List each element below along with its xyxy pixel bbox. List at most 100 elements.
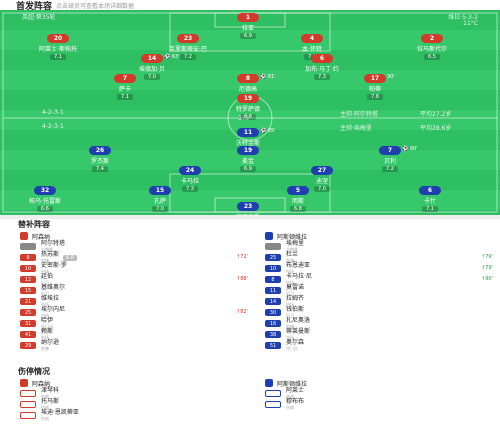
coach-role: 主教练 xyxy=(286,247,298,252)
away-player-6[interactable]: 32 帕乌·托雷斯 6.6 xyxy=(17,186,73,212)
away-sub-row[interactable]: 16 扎尼奥洛 前锋 xyxy=(265,318,495,329)
home-sub-row[interactable]: 9 热苏斯 前锋 6.8 ↑72' xyxy=(20,252,250,263)
home-player-1[interactable]: 23 克里斯蒂安·巴 7.2 xyxy=(160,34,216,60)
home-sub-row[interactable]: 21 维埃拉 中场 xyxy=(20,296,250,307)
player-name: 加布·马丁·约 xyxy=(305,66,339,73)
player-name: 帕乌·托雷斯 xyxy=(29,198,61,205)
home-sub-row[interactable]: 15 基维奥尔 后卫 xyxy=(20,285,250,296)
home-injury-row[interactable]: 津琴科 伤病 xyxy=(20,388,250,399)
away-player-9[interactable]: 6 卡什 7.1 xyxy=(402,186,458,212)
player-rating: 6.8 xyxy=(240,114,256,120)
away-player-4[interactable]: 24 卡马拉 7.3 xyxy=(162,166,218,192)
away-player-5[interactable]: 27 迪涅 7.0 xyxy=(294,166,350,192)
away-sub-row[interactable]: 38 蒂莱曼斯 中场 xyxy=(265,329,495,340)
sub-position: 后卫 xyxy=(286,291,294,296)
away-sub-row[interactable]: 51 奥尔森 守门员 xyxy=(265,340,495,351)
sub-number: 38 xyxy=(265,331,281,338)
sub-number: 29 xyxy=(20,342,36,349)
home-player-6[interactable]: 7 萨卡 7.1 xyxy=(97,74,153,100)
home-coach-row[interactable]: 阿尔特塔 主教练 xyxy=(20,241,250,252)
home-sub-row[interactable]: 41 赖斯 中场 xyxy=(20,329,250,340)
player-name: 罗杰斯 xyxy=(90,158,109,165)
away-player-3[interactable]: 7 贝利 7.2 ⚽ 90' xyxy=(362,146,418,172)
away-sub-row[interactable]: 10 布恩迪亚 中场 ↑79' xyxy=(265,263,495,274)
sub-position: 后卫 xyxy=(41,280,49,285)
coach-icon xyxy=(20,243,36,250)
sub-position: 中场 xyxy=(41,269,49,274)
away-sub-row[interactable]: 14 拉姆齐 中场 xyxy=(265,296,495,307)
home-player-0[interactable]: 20 阿莱士·斯帕托 7.1 xyxy=(30,34,86,60)
away-player-2[interactable]: 19 麦金 6.9 xyxy=(220,146,276,172)
player-number: 23 xyxy=(177,34,199,43)
injury-player-name: 津琴科 xyxy=(41,387,60,394)
player-rating: 7.1 xyxy=(117,94,133,100)
player-event: ⚽ 81' xyxy=(260,74,276,80)
away-sub-row[interactable]: 11 莫雷诺 后卫 xyxy=(265,285,495,296)
away-avg-age: 平均28.6岁 xyxy=(420,125,452,132)
injury-reason: 伤病 xyxy=(286,405,294,410)
sub-position: 前锋 xyxy=(286,324,294,329)
away-sub-row[interactable]: 25 杜兰 前锋 ↑79' xyxy=(265,252,495,263)
player-number: 6 xyxy=(311,54,333,63)
sub-position: 中场 xyxy=(286,269,294,274)
sub-name: 莫雷诺 xyxy=(286,284,305,291)
away-sub-row[interactable]: 8 卡马拉·尼 中场 ↑90' xyxy=(265,274,495,285)
sub-text: 莫雷诺 后卫 xyxy=(286,284,305,297)
player-number: 1 xyxy=(237,13,259,22)
home-injury-row[interactable]: 埃迪·恩凯蒂亚 伤病 xyxy=(20,410,250,421)
home-player-9[interactable]: 19 特罗萨德 6.8 xyxy=(220,94,276,120)
home-sub-row[interactable]: 31 哈伊 守门员 xyxy=(20,318,250,329)
away-injury-row[interactable]: 穆布布 伤病 xyxy=(265,399,495,410)
home-sub-row[interactable]: 25 埃尔内尼 中场 ↑82' xyxy=(20,307,250,318)
home-player-4[interactable]: 14 埃德加·贝 7.0 ⚽ 63' xyxy=(124,54,180,80)
home-sub-row[interactable]: 29 纳尔逊 前锋 xyxy=(20,340,250,351)
player-rating: 7.2 xyxy=(180,54,196,60)
sub-name: 钱伯斯 xyxy=(286,306,305,313)
pitch: 英超·第35轮 维拉·5-3-2 11°C 4-2-3-1 4-2-3-1 主帅… xyxy=(0,10,500,215)
sub-position: 前锋 xyxy=(41,346,49,351)
home-player-8[interactable]: 17 帕蒂 7.8 30' xyxy=(347,74,403,100)
injury-text: 津琴科 伤病 xyxy=(41,387,60,400)
sub-text: 奥尔森 守门员 xyxy=(286,340,304,352)
lineup-header: 首发阵容 点击球员可查看本场详细数据 xyxy=(0,0,500,12)
player-name: 麦金 xyxy=(241,158,254,165)
player-number: 6 xyxy=(419,186,441,195)
home-sub-row[interactable]: 12 廷伯 后卫 ↑88' xyxy=(20,274,250,285)
home-injury-row[interactable]: 托马斯 伤病 xyxy=(20,399,250,410)
injury-player-name: 埃迪·恩凯蒂亚 xyxy=(41,409,79,416)
player-event: 30' xyxy=(387,74,395,80)
sub-number: 12 xyxy=(20,276,36,283)
sub-name: 卡马拉·尼 xyxy=(286,273,312,280)
player-rating: 7.4 xyxy=(92,166,108,172)
player-name: 孔萨 xyxy=(153,198,166,205)
home-player-5[interactable]: 6 加布·马丁·约 7.3 xyxy=(294,54,350,80)
player-number: 27 xyxy=(311,166,333,175)
sub-number: 25 xyxy=(20,309,36,316)
home-player-3[interactable]: 2 拉马斯代尔 6.5 xyxy=(404,34,460,60)
away-injury-team-name: 阿斯顿维拉 xyxy=(277,380,308,388)
player-rating: 7.0 xyxy=(144,74,160,80)
away-player-10[interactable]: 23马丁内斯7.5 xyxy=(220,202,276,215)
injury-text: 阿莱士 伤病 xyxy=(286,388,304,400)
away-injury-row[interactable]: 阿莱士 伤病 xyxy=(265,388,495,399)
player-name: 马丁内斯 xyxy=(236,212,260,215)
sub-name: 哈伊 xyxy=(41,317,54,324)
player-name: 本·怀特 xyxy=(302,46,322,53)
away-coach-row[interactable]: 埃梅里 主教练 xyxy=(265,241,495,252)
home-sub-row[interactable]: 10 史密斯·罗 中场 xyxy=(20,263,250,274)
sub-name: 拉姆齐 xyxy=(286,295,305,302)
sub-number: 21 xyxy=(20,298,36,305)
home-injury-team-name: 阿森纳 xyxy=(32,380,51,388)
sub-name: 维埃拉 xyxy=(41,295,60,302)
away-lineup-label: 维拉·5-3-2 xyxy=(448,14,478,21)
away-sub-row[interactable]: 30 钱伯斯 后卫 xyxy=(265,307,495,318)
player-name: 萨卡 xyxy=(118,86,131,93)
away-player-7[interactable]: 15 孔萨 7.0 xyxy=(132,186,188,212)
sub-text: 基维奥尔 后卫 xyxy=(41,285,65,297)
home-player-10[interactable]: 1 拉亚 6.9 xyxy=(220,13,276,39)
player-event: ⚽ 90' xyxy=(402,146,418,152)
home-team-logo-icon xyxy=(20,379,28,387)
away-player-8[interactable]: 5 明斯 6.8 xyxy=(270,186,326,212)
away-player-1[interactable]: 26 罗杰斯 7.4 xyxy=(72,146,128,172)
player-rating: 6.8 xyxy=(290,206,306,212)
